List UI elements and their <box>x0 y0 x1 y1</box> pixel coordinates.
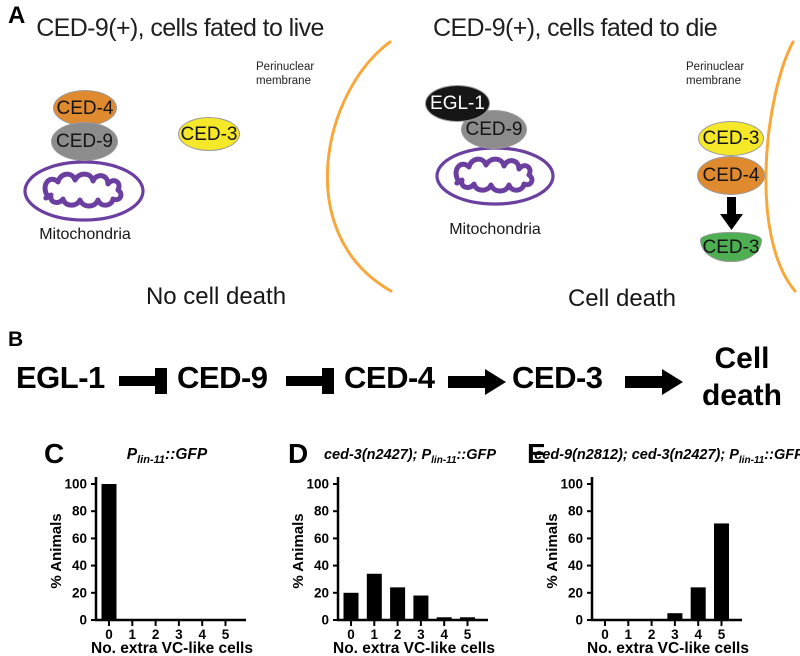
outcome-no-cell-death: No cell death <box>145 283 287 310</box>
ced3-active-ellipse: CED-3 <box>700 232 762 262</box>
x-tick-label: 1 <box>371 627 379 642</box>
pathway-terminal-cell-death: Cell death <box>701 342 782 412</box>
x-tick-label: 0 <box>601 627 609 642</box>
ced9-ellipse-left: CED-9 <box>51 122 118 161</box>
x-tick-label: 5 <box>718 627 726 642</box>
scene-live-title: CED-9(+), cells fated to live <box>36 14 324 42</box>
bar-0 <box>101 484 117 620</box>
y-tick-label: 40 <box>568 558 583 573</box>
perinuclear-membrane-arc-left <box>325 40 393 293</box>
y-tick-label: 20 <box>72 585 87 600</box>
bar-3 <box>413 595 429 620</box>
scene-die-title: CED-9(+), cells fated to die <box>432 14 718 42</box>
bar-5 <box>714 523 729 620</box>
chart-title: ced-9(n2812); ced-3(n2427); Plin-11::GFP <box>534 447 800 466</box>
y-tick-label: 40 <box>314 558 329 573</box>
x-tick-label: 2 <box>648 627 656 642</box>
y-tick-label: 20 <box>314 585 329 600</box>
activation-arrow-icon <box>625 369 683 395</box>
panel-letter: E <box>527 438 546 469</box>
bar-3 <box>667 613 683 620</box>
mitochondria-label-right: Mitochondria <box>449 221 541 238</box>
mitochondria-cristae-squiggle-left <box>42 171 124 209</box>
inhibition-tbar-icon <box>286 368 334 394</box>
egl1-ellipse: EGL-1 <box>425 85 490 122</box>
x-tick-label: 0 <box>105 627 113 642</box>
perinuclear-membrane-label-left: Perinuclear membrane <box>256 61 315 87</box>
y-tick-label: 40 <box>72 558 87 573</box>
ced3-ellipse-left: CED-3 <box>178 117 240 151</box>
y-tick-label: 80 <box>568 504 583 519</box>
x-tick-label: 2 <box>394 627 402 642</box>
perinuclear-membrane-arc-right <box>764 40 797 293</box>
x-tick-label: 3 <box>175 627 183 642</box>
x-tick-label: 2 <box>152 627 160 642</box>
y-tick-label: 80 <box>314 504 329 519</box>
mitochondria-label-left: Mitochondria <box>39 226 131 243</box>
y-tick-label: 100 <box>64 477 87 492</box>
y-tick-label: 60 <box>314 531 329 546</box>
ced4-ellipse-right: CED-4 <box>697 156 765 195</box>
chart-title: Plin-11::GFP <box>127 446 208 466</box>
bar-4 <box>436 617 452 620</box>
ced9-ellipse-right: CED-9 <box>461 110 527 149</box>
bar-0 <box>343 592 359 620</box>
panel-letter: C <box>44 438 64 469</box>
panel-letter: D <box>288 438 308 469</box>
x-tick-label: 5 <box>222 627 230 642</box>
pathway-node-egl1: EGL-1 <box>16 360 105 395</box>
x-tick-label: 4 <box>440 627 448 642</box>
y-tick-label: 20 <box>568 585 583 600</box>
chart-title: ced-3(n2427); Plin-11::GFP <box>324 447 496 466</box>
outcome-cell-death: Cell death <box>567 285 677 312</box>
x-axis-title: No. extra VC-like cells <box>587 640 749 656</box>
x-axis-title: No. extra VC-like cells <box>91 640 253 656</box>
ced3-inactive-ellipse: CED-3 <box>698 121 764 156</box>
x-tick-label: 3 <box>417 627 425 642</box>
x-tick-label: 5 <box>464 627 472 642</box>
panel-a-label: A <box>8 2 26 29</box>
x-tick-label: 4 <box>694 627 702 642</box>
y-axis-title: % Animals <box>290 513 307 588</box>
panel-a-graphics <box>23 40 797 293</box>
pathway-node-ced4: CED-4 <box>344 360 435 395</box>
y-tick-label: 0 <box>79 613 87 628</box>
ced4-ellipse-left: CED-4 <box>53 90 117 126</box>
y-tick-label: 100 <box>560 477 583 492</box>
pathway-node-ced3: CED-3 <box>512 360 603 395</box>
y-tick-label: 0 <box>575 613 583 628</box>
bar-1 <box>366 573 382 620</box>
bar-5 <box>460 617 475 620</box>
x-tick-label: 1 <box>625 627 633 642</box>
y-axis-title: % Animals <box>48 513 65 588</box>
activation-arrow-down-icon <box>720 197 743 230</box>
x-tick-label: 3 <box>671 627 679 642</box>
y-tick-label: 0 <box>321 613 329 628</box>
inhibition-tbar-icon <box>119 368 167 394</box>
pathway-node-ced9: CED-9 <box>177 360 268 395</box>
x-tick-label: 4 <box>198 627 206 642</box>
perinuclear-membrane-label-right: Perinuclear membrane <box>686 61 745 87</box>
y-tick-label: 80 <box>72 504 87 519</box>
bar-2 <box>390 587 406 620</box>
x-tick-label: 0 <box>347 627 355 642</box>
y-axis-title: % Animals <box>544 513 561 588</box>
mitochondria-outline-left <box>23 160 145 222</box>
bar-4 <box>690 587 706 620</box>
x-axis-title: No. extra VC-like cells <box>333 640 495 656</box>
x-tick-label: 1 <box>129 627 137 642</box>
y-tick-label: 100 <box>306 477 329 492</box>
y-tick-label: 60 <box>568 531 583 546</box>
activation-arrow-icon <box>448 369 506 395</box>
y-tick-label: 60 <box>72 531 87 546</box>
mitochondria-cristae-squiggle-right <box>453 156 535 194</box>
panel-b-label: B <box>8 328 24 351</box>
